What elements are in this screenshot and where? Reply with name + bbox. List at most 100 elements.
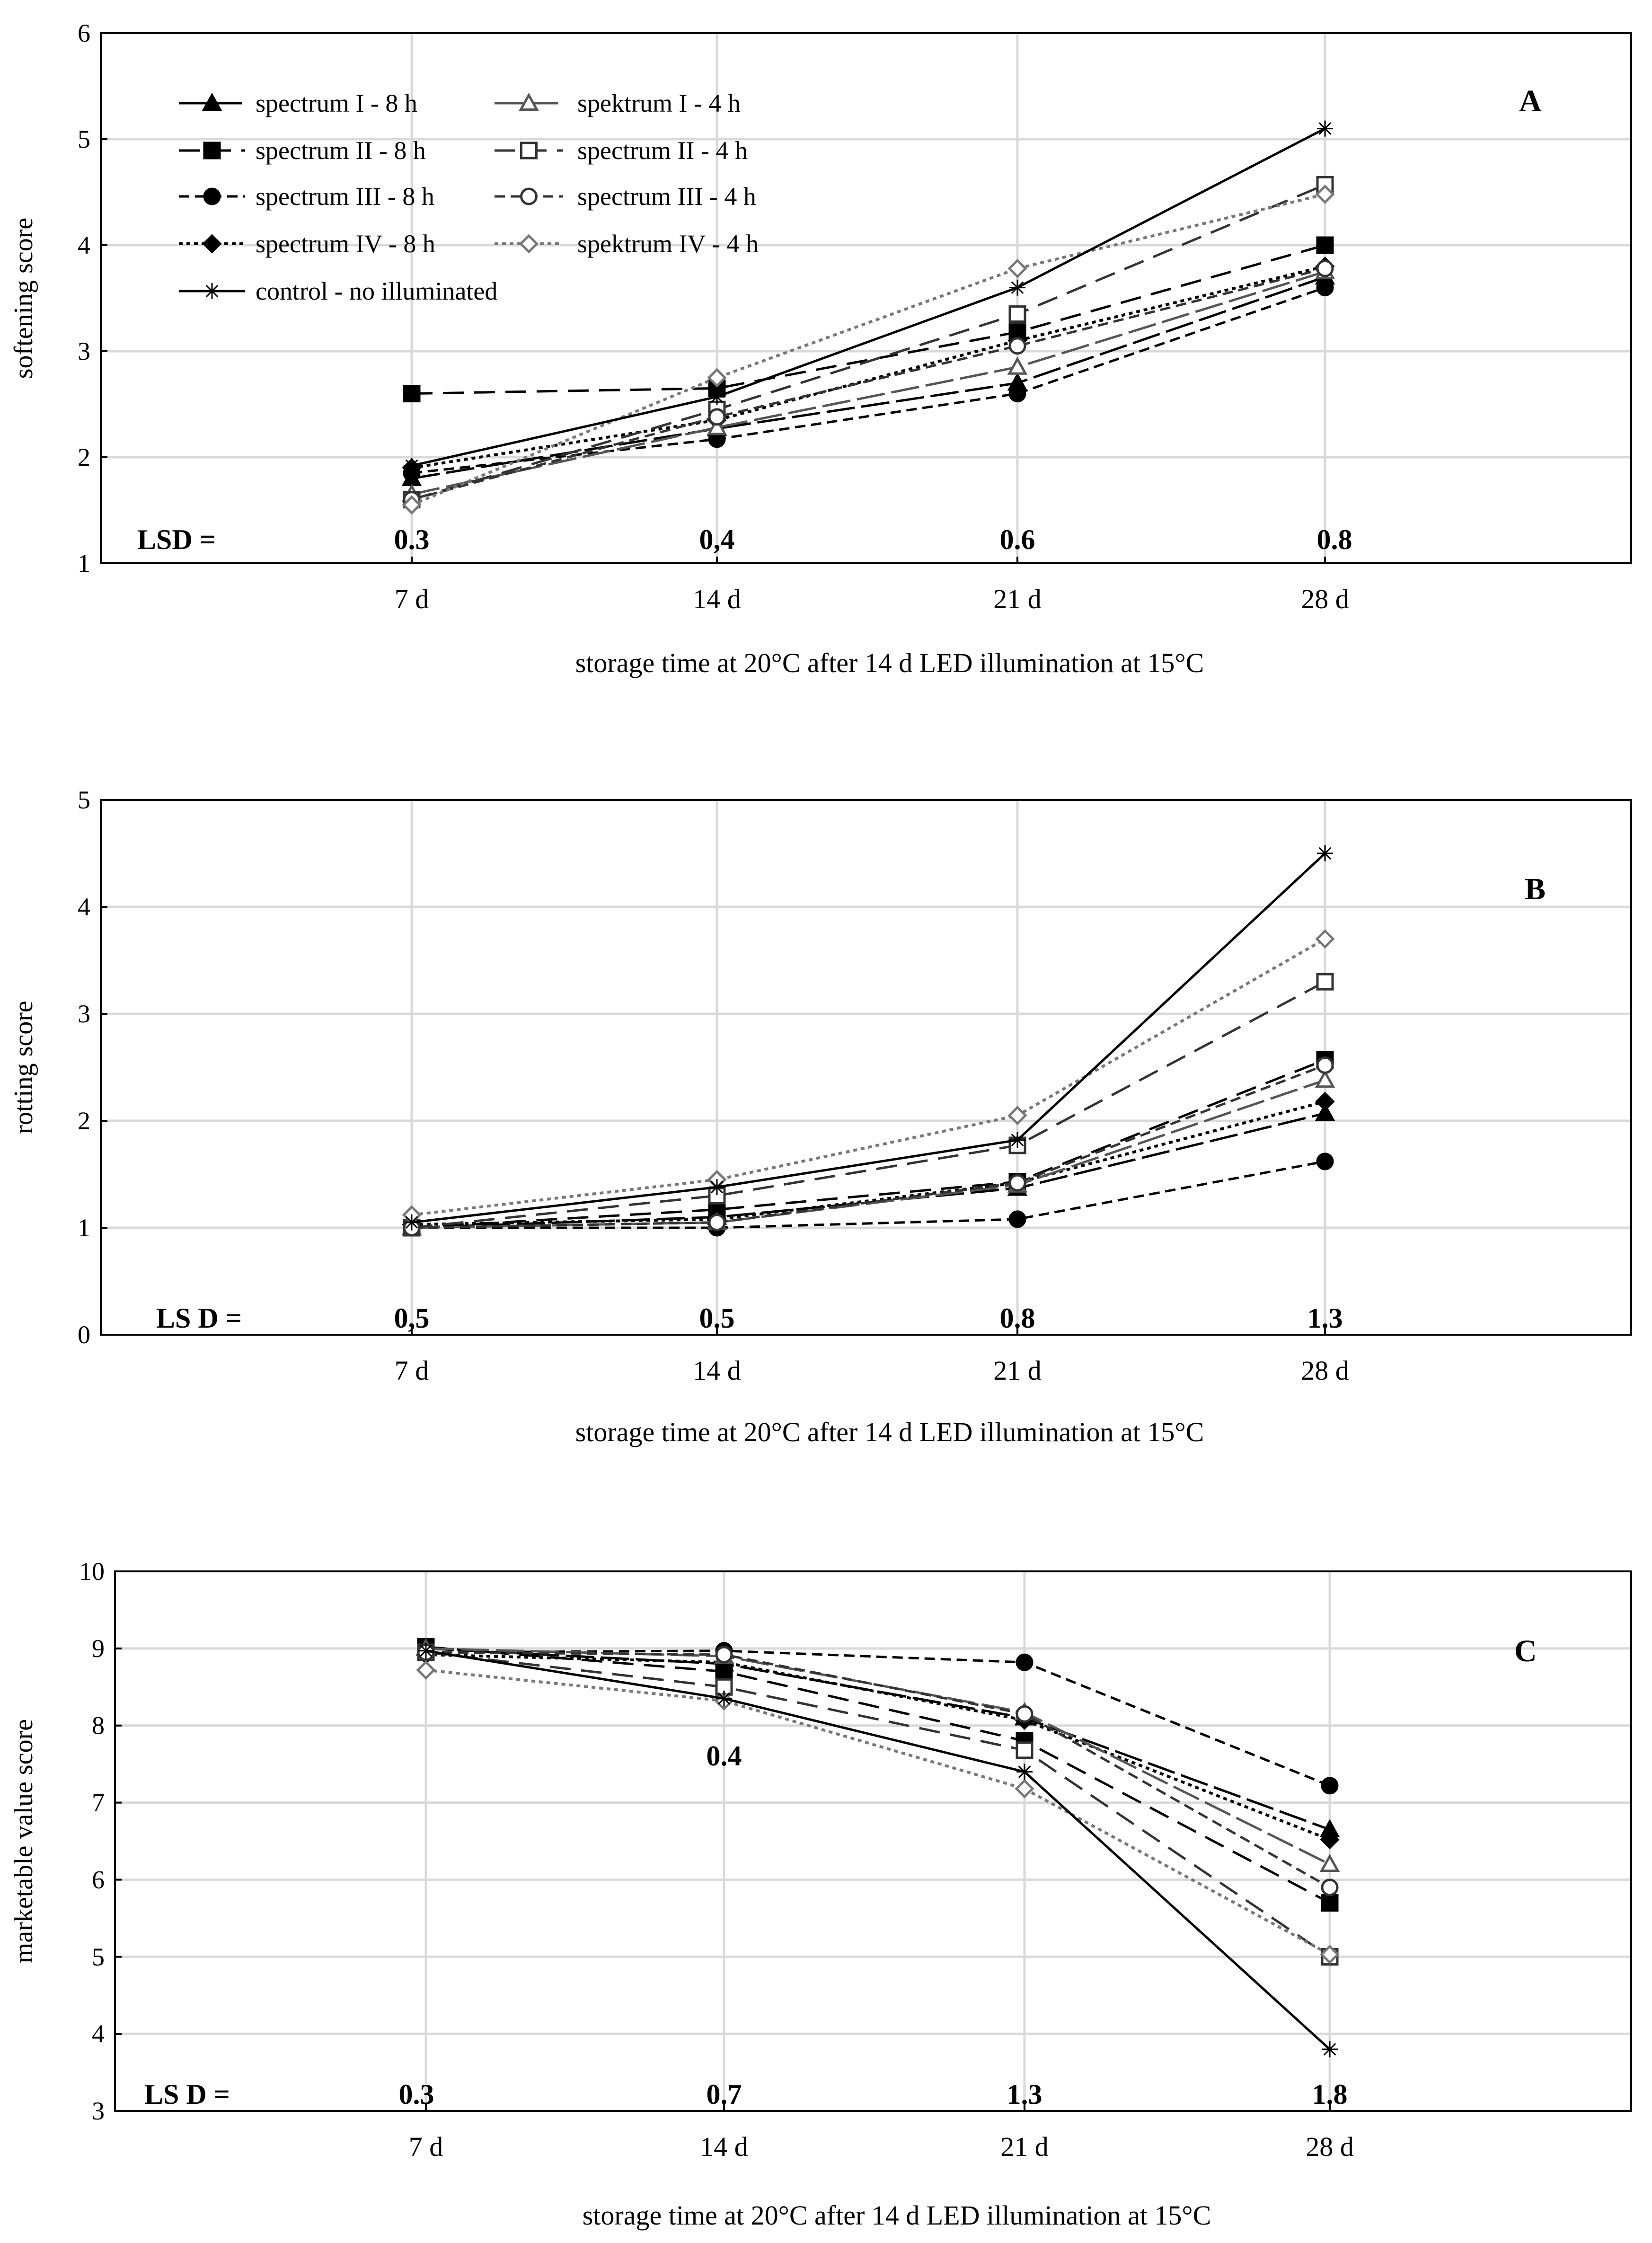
legend: spectrum I - 8 h spectrum II - 8 h spect… bbox=[179, 89, 759, 305]
lsd-value: 0.5 bbox=[699, 1303, 735, 1334]
y-tick-label: 7 bbox=[92, 1789, 105, 1817]
data-point bbox=[1009, 279, 1025, 296]
lsd-value: 0,4 bbox=[699, 524, 735, 555]
legend-label-spectrum-iii-8h: spectrum III - 8 h bbox=[256, 182, 434, 211]
lsd-value: 0.3 bbox=[399, 2079, 434, 2110]
series-line bbox=[411, 1112, 1325, 1229]
plot-frame bbox=[100, 799, 1632, 1336]
data-point bbox=[709, 1179, 725, 1196]
y-axis-label: softening score bbox=[9, 218, 38, 379]
data-point bbox=[402, 495, 422, 515]
series-line bbox=[411, 127, 1326, 467]
series-line bbox=[411, 1058, 1325, 1229]
x-axis-label: storage time at 20°C after 14 d LED illu… bbox=[575, 647, 1204, 678]
lsd-value: 0.3 bbox=[394, 524, 430, 555]
data-point bbox=[1322, 2041, 1338, 2057]
extra-annotation: 0.4 bbox=[707, 1740, 742, 1772]
y-axis-label: rotting score bbox=[9, 1001, 38, 1134]
series-line bbox=[425, 1646, 1331, 1904]
legend-marker bbox=[520, 187, 538, 205]
legend-marker bbox=[519, 234, 539, 254]
x-tick-label: 21 d bbox=[993, 1355, 1042, 1386]
plot-frame bbox=[114, 1570, 1632, 2112]
data-point bbox=[1315, 1069, 1335, 1088]
series-7 bbox=[402, 184, 1335, 515]
data-point bbox=[418, 1642, 434, 1659]
series-line bbox=[411, 244, 1325, 395]
data-point bbox=[1008, 305, 1026, 323]
series-3 bbox=[402, 257, 1335, 478]
legend-entry bbox=[179, 92, 245, 111]
plot-frame bbox=[100, 32, 1632, 564]
series-line bbox=[411, 980, 1326, 1229]
legend-entry bbox=[179, 234, 245, 254]
gridlines bbox=[115, 1571, 1631, 2111]
legend-label-spektrum-iv-4h: spektrum IV - 4 h bbox=[577, 230, 759, 258]
data-point bbox=[1316, 236, 1334, 254]
y-tick-label: 5 bbox=[78, 786, 90, 814]
legend-entry bbox=[495, 234, 563, 254]
gridlines bbox=[101, 33, 1631, 563]
data-point bbox=[1316, 1153, 1334, 1170]
data-point bbox=[1315, 184, 1335, 204]
legend-marker bbox=[203, 187, 221, 205]
series-line bbox=[425, 1651, 1331, 1958]
x-tick-label: 21 d bbox=[993, 584, 1042, 614]
legend-entry bbox=[179, 187, 245, 205]
y-tick-label: 1 bbox=[78, 549, 90, 577]
data-point bbox=[1316, 279, 1334, 297]
legend-label-spectrum-iv-8h: spectrum IV - 8 h bbox=[256, 230, 435, 258]
legend-marker bbox=[202, 92, 222, 111]
legend-entry bbox=[179, 142, 245, 160]
lsd-value: 1.3 bbox=[1307, 1303, 1343, 1334]
data-point bbox=[1320, 1830, 1340, 1850]
data-point bbox=[1321, 1894, 1339, 1912]
data-point bbox=[1321, 1777, 1339, 1795]
y-tick-label: 10 bbox=[79, 1557, 105, 1586]
y-tick-label: 4 bbox=[78, 893, 90, 921]
data-point bbox=[1009, 1132, 1025, 1148]
data-point bbox=[1316, 1056, 1334, 1074]
data-point bbox=[1316, 973, 1334, 991]
y-tick-label: 5 bbox=[78, 125, 90, 153]
x-tick-label: 21 d bbox=[1000, 2131, 1049, 2162]
data-point bbox=[1015, 1779, 1034, 1799]
lsd-value: 0,5 bbox=[394, 1303, 430, 1334]
legend-marker bbox=[202, 234, 222, 254]
panel-a: softening score storage time at 20°C aft… bbox=[9, 19, 1632, 678]
legend-label-spectrum-ii-8h: spectrum II - 8 h bbox=[256, 136, 426, 165]
data-point bbox=[708, 408, 726, 426]
gridlines bbox=[101, 800, 1631, 1335]
y-tick-label: 4 bbox=[92, 2020, 105, 2048]
y-axis-label: marketable value score bbox=[9, 1719, 38, 1963]
data-point bbox=[1007, 356, 1028, 375]
data-point bbox=[1315, 1091, 1335, 1111]
x-tick-label: 28 d bbox=[1301, 584, 1349, 614]
data-point bbox=[416, 1660, 436, 1680]
series-line bbox=[425, 1651, 1331, 1888]
data-point bbox=[1315, 929, 1335, 949]
lsd-value: 0.8 bbox=[1317, 524, 1352, 555]
legend-marker bbox=[519, 92, 539, 111]
lsd-value: 0.6 bbox=[1000, 524, 1035, 555]
panel-letter: A bbox=[1519, 84, 1542, 118]
y-tick-label: 2 bbox=[78, 443, 90, 471]
lsd-label: LSD = bbox=[137, 524, 216, 555]
y-tick-label: 1 bbox=[78, 1214, 90, 1242]
x-tick-label: 7 d bbox=[395, 1355, 429, 1386]
series-0 bbox=[415, 1638, 1340, 1837]
legend-label-spectrum-iii-4h: spectrum III - 4 h bbox=[577, 182, 756, 211]
y-tick-label: 3 bbox=[78, 1000, 90, 1028]
panel-b: rotting score storage time at 20°C after… bbox=[9, 786, 1632, 1447]
legend-marker bbox=[520, 142, 538, 160]
y-tick-label: 3 bbox=[78, 337, 90, 365]
y-tick-label: 9 bbox=[92, 1634, 105, 1663]
y-tick-label: 4 bbox=[78, 231, 90, 259]
data-point bbox=[1319, 1853, 1340, 1872]
data-point bbox=[1008, 337, 1026, 355]
series-1 bbox=[403, 236, 1334, 403]
legend-label-control: control - no illuminated bbox=[256, 277, 497, 305]
series-line bbox=[411, 286, 1325, 475]
series-line bbox=[411, 938, 1326, 1216]
x-tick-label: 14 d bbox=[693, 584, 741, 614]
